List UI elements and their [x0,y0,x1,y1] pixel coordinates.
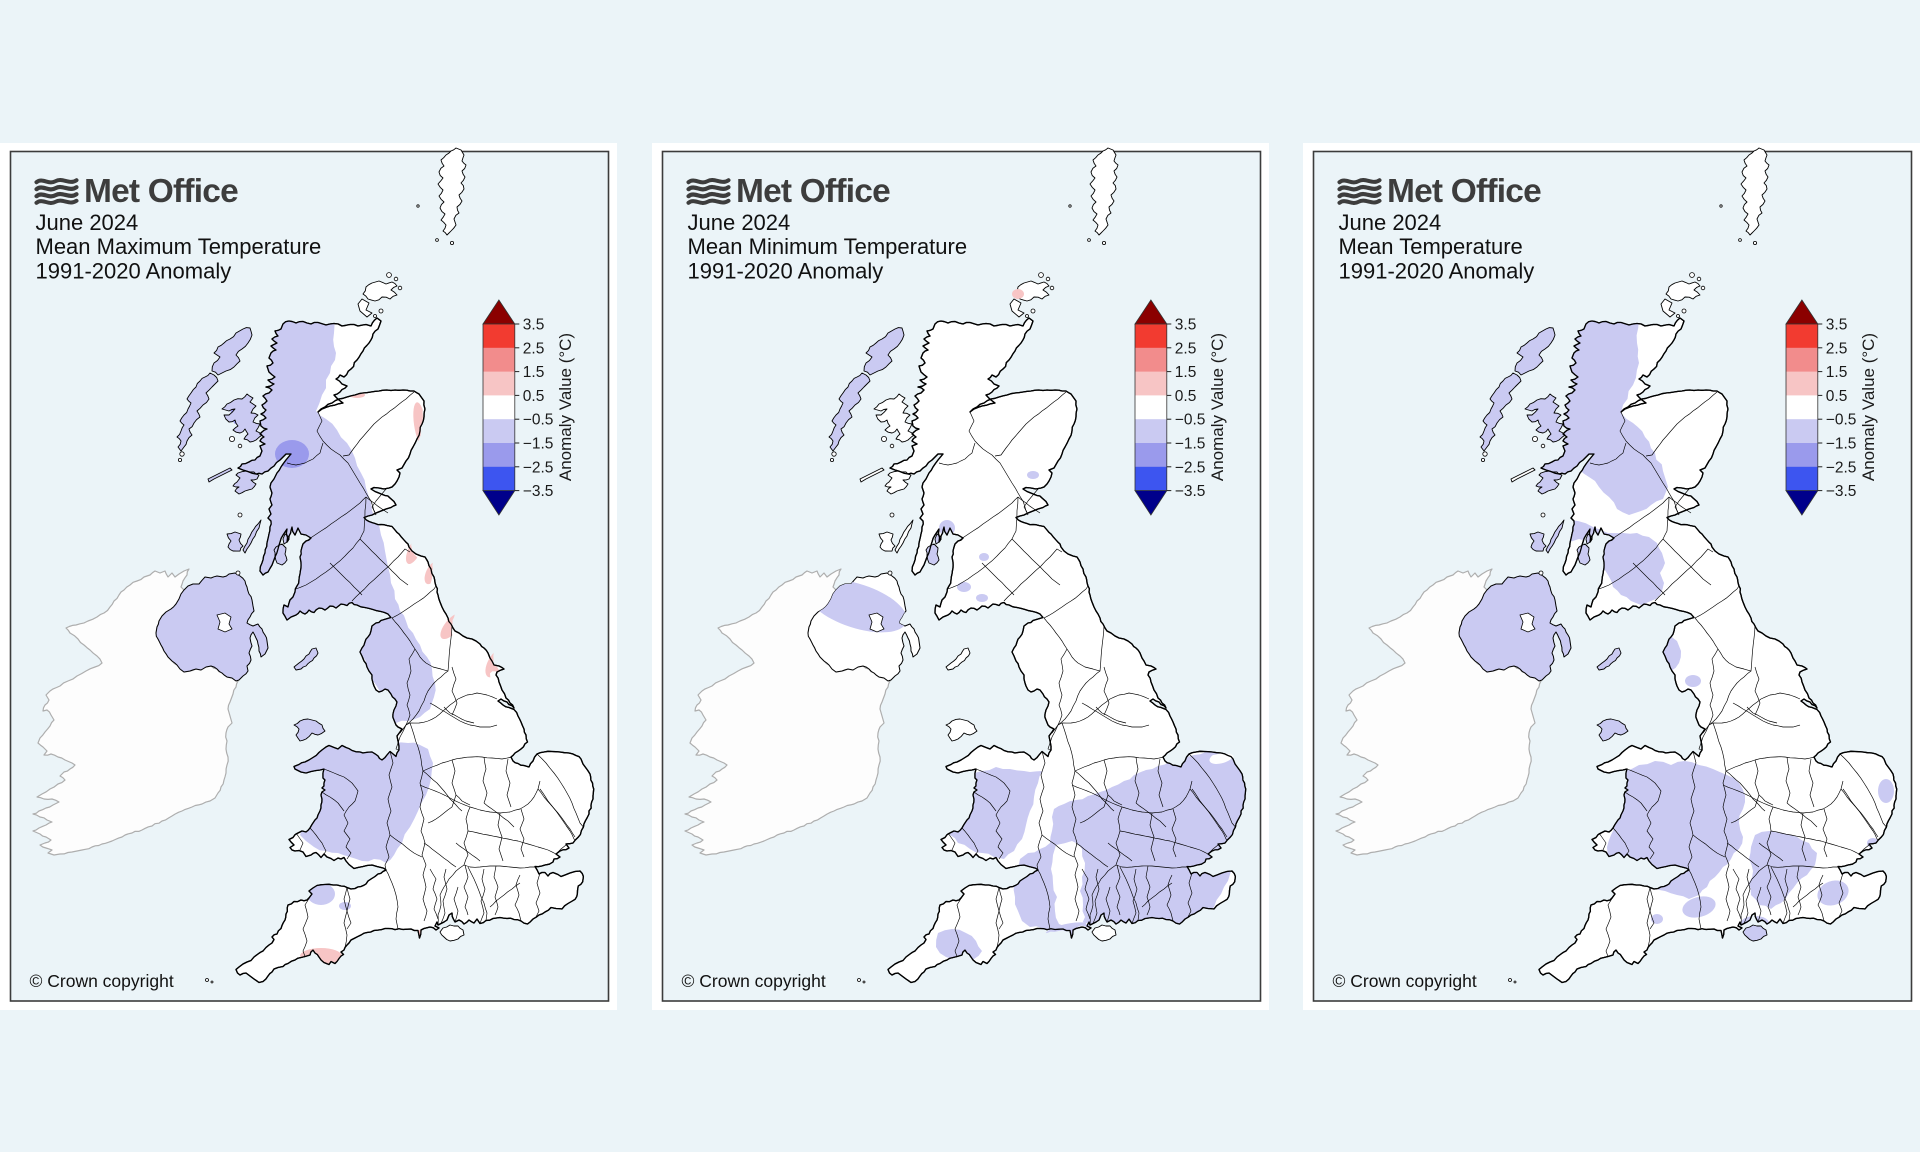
svg-text:−0.5: −0.5 [1174,412,1205,429]
svg-text:0.5: 0.5 [1826,388,1848,405]
svg-text:Mean Temperature: Mean Temperature [1339,234,1523,259]
svg-text:−2.5: −2.5 [523,459,554,476]
svg-text:June 2024: June 2024 [36,210,139,235]
svg-text:2.5: 2.5 [1174,340,1196,357]
svg-text:Anomaly Value (°C): Anomaly Value (°C) [556,333,575,481]
svg-text:2.5: 2.5 [1826,340,1848,357]
svg-text:Anomaly Value (°C): Anomaly Value (°C) [1208,333,1227,481]
svg-text:1.5: 1.5 [523,364,545,381]
svg-text:Mean Minimum Temperature: Mean Minimum Temperature [687,234,967,259]
svg-text:Met Office: Met Office [736,173,890,210]
svg-text:1.5: 1.5 [1826,364,1848,381]
svg-text:1991-2020 Anomaly: 1991-2020 Anomaly [687,259,883,284]
svg-text:1.5: 1.5 [1174,364,1196,381]
svg-text:−2.5: −2.5 [1174,459,1205,476]
svg-text:© Crown copyright: © Crown copyright [30,971,174,991]
svg-text:−3.5: −3.5 [1174,483,1205,500]
svg-text:0.5: 0.5 [523,388,545,405]
svg-text:1991-2020 Anomaly: 1991-2020 Anomaly [1339,259,1535,284]
svg-text:−1.5: −1.5 [1174,436,1205,453]
svg-text:−1.5: −1.5 [1826,436,1857,453]
svg-text:3.5: 3.5 [1826,317,1848,334]
svg-text:© Crown copyright: © Crown copyright [1333,971,1477,991]
svg-text:0.5: 0.5 [1174,388,1196,405]
svg-text:Mean Maximum Temperature: Mean Maximum Temperature [36,234,322,259]
svg-text:3.5: 3.5 [1174,317,1196,334]
svg-text:Anomaly Value (°C): Anomaly Value (°C) [1859,333,1878,481]
svg-text:−0.5: −0.5 [523,412,554,429]
svg-text:−3.5: −3.5 [1826,483,1857,500]
svg-text:−1.5: −1.5 [523,436,554,453]
svg-text:2.5: 2.5 [523,340,545,357]
svg-text:1991-2020 Anomaly: 1991-2020 Anomaly [36,259,232,284]
svg-text:−0.5: −0.5 [1826,412,1857,429]
svg-text:−3.5: −3.5 [523,483,554,500]
svg-text:−2.5: −2.5 [1826,459,1857,476]
svg-text:Met Office: Met Office [1387,173,1541,210]
svg-text:3.5: 3.5 [523,317,545,334]
svg-text:© Crown copyright: © Crown copyright [681,971,825,991]
svg-text:Met Office: Met Office [84,173,238,210]
svg-text:June 2024: June 2024 [1339,210,1442,235]
svg-text:June 2024: June 2024 [687,210,790,235]
